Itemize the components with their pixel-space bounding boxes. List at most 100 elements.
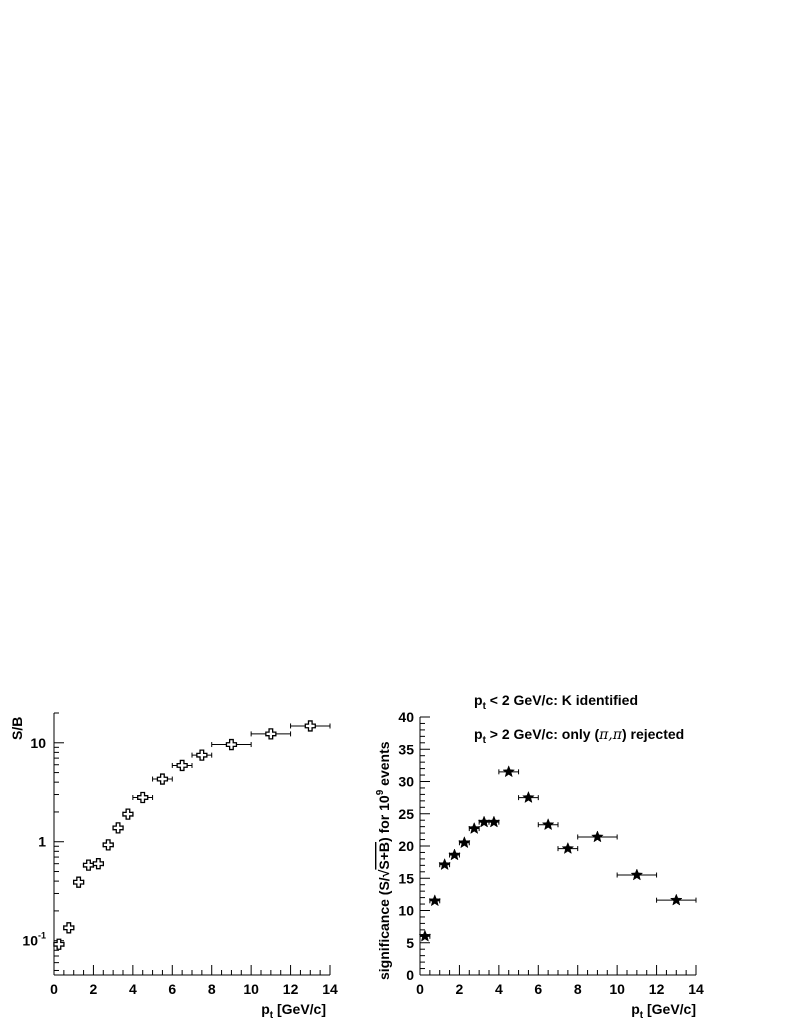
significance-y-tick-label: 0 bbox=[406, 967, 414, 983]
sb-data-point bbox=[72, 876, 85, 888]
filled-star-marker bbox=[561, 841, 575, 854]
open-cross-marker bbox=[53, 938, 65, 950]
open-cross-marker bbox=[156, 773, 169, 785]
filled-star-marker bbox=[448, 848, 461, 861]
significance-data-point bbox=[537, 818, 559, 831]
significance-y-tick-label: 25 bbox=[398, 806, 414, 822]
filled-star-marker bbox=[428, 894, 442, 907]
filled-star-marker bbox=[457, 836, 471, 849]
sb-x-tick-label: 4 bbox=[129, 981, 137, 997]
filled-star-marker bbox=[591, 830, 604, 843]
sb-data-point bbox=[92, 858, 105, 870]
significance-data-point bbox=[428, 894, 442, 907]
significance-data-point bbox=[418, 929, 432, 942]
sb-data-point bbox=[122, 808, 134, 820]
significance-y-axis-title: significance (S/√S+B) for 109 events bbox=[375, 741, 392, 980]
filled-star-marker bbox=[438, 858, 452, 871]
significance-data-point bbox=[577, 830, 618, 843]
open-cross-marker bbox=[176, 759, 188, 772]
open-cross-marker bbox=[137, 791, 149, 804]
sb-x-tick-label: 10 bbox=[243, 981, 259, 997]
annotation-kaon-identified: pt < 2 GeV/c: K identified bbox=[474, 692, 638, 712]
significance-y-tick-label: 40 bbox=[398, 709, 414, 725]
open-cross-marker bbox=[72, 876, 85, 888]
significance-data-point bbox=[498, 765, 520, 778]
open-cross-marker bbox=[112, 822, 124, 834]
open-cross-marker bbox=[304, 720, 316, 732]
significance-data-point bbox=[518, 790, 539, 804]
open-cross-marker bbox=[63, 922, 75, 934]
significance-data-point bbox=[448, 848, 461, 861]
open-cross-marker bbox=[122, 808, 134, 820]
sb-y-axis-title: S/B bbox=[9, 717, 25, 740]
significance-x-tick-label: 6 bbox=[534, 981, 542, 997]
significance-x-tick-label: 10 bbox=[609, 981, 625, 997]
sb-data-point bbox=[132, 791, 154, 804]
significance-axes: 0 2 4 6 8 10 12 14 0 5 10 15 20 25 30 35 40 bbox=[398, 709, 704, 997]
sb-x-tick-label: 0 bbox=[50, 981, 58, 997]
significance-x-tick-label: 12 bbox=[649, 981, 665, 997]
filled-star-marker bbox=[502, 765, 516, 778]
annotation-pion-rejected: pt > 2 GeV/c: only (π,π) rejected bbox=[474, 726, 684, 746]
filled-star-marker bbox=[418, 929, 432, 942]
significance-data-point bbox=[467, 821, 481, 834]
sb-data-point bbox=[53, 938, 65, 950]
sb-y-tick-label: 1 bbox=[38, 834, 46, 850]
sb-panel: 0 2 4 6 8 10 12 14 10-1 1 10 S/B pt [GeV/c] bbox=[9, 712, 338, 1021]
significance-x-tick-label: 14 bbox=[688, 981, 704, 997]
open-cross-marker bbox=[225, 738, 238, 751]
sb-x-tick-label: 14 bbox=[322, 981, 338, 997]
sb-x-tick-label: 6 bbox=[168, 981, 176, 997]
sb-axes: 0 2 4 6 8 10 12 14 10-1 1 10 bbox=[22, 712, 338, 997]
filled-star-marker bbox=[630, 868, 644, 881]
significance-data-point bbox=[656, 893, 697, 906]
open-cross-marker bbox=[92, 858, 105, 870]
sb-data-point bbox=[211, 738, 252, 751]
sb-data-point bbox=[102, 839, 114, 851]
sb-x-tick-label: 2 bbox=[90, 981, 98, 997]
sb-data-point bbox=[191, 749, 213, 761]
filled-star-marker bbox=[487, 815, 501, 828]
filled-star-marker bbox=[477, 815, 491, 828]
sb-x-tick-label: 12 bbox=[283, 981, 299, 997]
open-cross-marker bbox=[196, 749, 208, 761]
filled-star-marker bbox=[467, 821, 481, 834]
sb-data-point bbox=[112, 822, 124, 834]
significance-data-point bbox=[457, 836, 471, 849]
significance-y-tick-label: 30 bbox=[398, 774, 414, 790]
significance-y-tick-label: 35 bbox=[398, 741, 414, 757]
open-cross-marker bbox=[265, 728, 277, 740]
sb-data-point bbox=[171, 759, 193, 772]
sb-y-tick-label: 10-1 bbox=[22, 931, 46, 949]
sb-data-point bbox=[290, 720, 331, 732]
filled-star-marker bbox=[522, 790, 535, 804]
significance-x-tick-label: 2 bbox=[456, 981, 464, 997]
sb-data-point bbox=[82, 859, 95, 871]
sb-data-point bbox=[152, 773, 173, 785]
sb-x-tick-label: 8 bbox=[208, 981, 216, 997]
significance-y-tick-label: 5 bbox=[406, 935, 414, 951]
filled-star-marker bbox=[541, 818, 555, 831]
significance-data-point bbox=[557, 841, 579, 854]
significance-x-axis-title: pt [GeV/c] bbox=[631, 1001, 696, 1021]
open-cross-marker bbox=[82, 859, 95, 871]
significance-data-points bbox=[418, 765, 697, 942]
significance-x-tick-label: 4 bbox=[495, 981, 503, 997]
significance-data-point bbox=[487, 815, 501, 828]
significance-y-tick-label: 20 bbox=[398, 838, 414, 854]
sb-data-point bbox=[63, 922, 75, 934]
significance-y-tick-label: 10 bbox=[398, 903, 414, 919]
sb-y-tick-label: 10 bbox=[30, 735, 46, 751]
significance-panel: 0 2 4 6 8 10 12 14 0 5 10 15 20 25 30 35 40 significance… bbox=[375, 692, 704, 1021]
sb-data-point bbox=[250, 728, 292, 740]
open-cross-marker bbox=[102, 839, 114, 851]
significance-x-tick-label: 0 bbox=[416, 981, 424, 997]
sqrt-symbol: √ bbox=[376, 869, 392, 877]
significance-data-point bbox=[616, 868, 658, 881]
significance-x-tick-label: 8 bbox=[574, 981, 582, 997]
significance-y-tick-label: 15 bbox=[398, 870, 414, 886]
sb-data-points bbox=[53, 720, 331, 950]
sb-x-axis-title: pt [GeV/c] bbox=[261, 1001, 326, 1021]
filled-star-marker bbox=[669, 893, 683, 906]
